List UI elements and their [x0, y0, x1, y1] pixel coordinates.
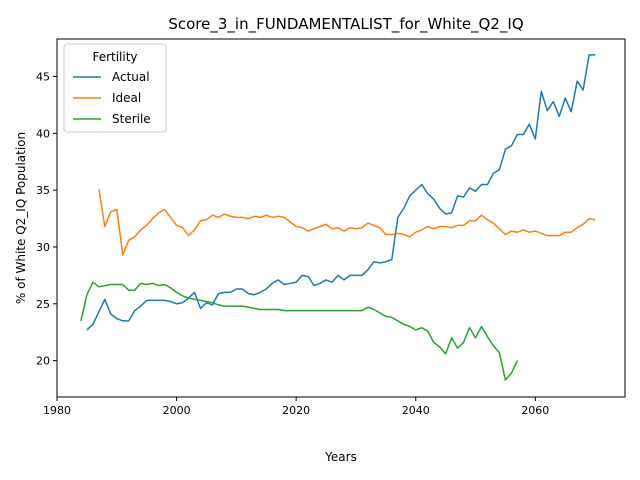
x-tick-label: 1980: [43, 404, 71, 417]
y-tick-label: 20: [36, 355, 50, 368]
legend-label-actual: Actual: [112, 70, 150, 84]
chart-title: Score_3_in_FUNDAMENTALIST_for_White_Q2_I…: [168, 15, 523, 34]
y-tick-label: 45: [36, 71, 50, 84]
series-line-ideal: [98, 188, 596, 256]
x-tick-label: 2020: [282, 404, 310, 417]
legend-label-sterile: Sterile: [112, 112, 151, 126]
legend-title: Fertility: [92, 50, 137, 64]
legend-box: [63, 43, 167, 133]
plot-frame: [56, 38, 626, 398]
y-tick-label: 35: [36, 184, 50, 197]
x-tick-label: 2000: [163, 404, 191, 417]
y-tick-label: 30: [36, 241, 50, 254]
series-line-sterile: [80, 281, 519, 381]
legend-label-ideal: Ideal: [112, 91, 141, 105]
y-tick-label: 40: [36, 127, 50, 140]
y-axis-label: % of White Q2_IQ Population: [14, 132, 28, 304]
legend: Fertility Actual Ideal Sterile: [63, 43, 167, 133]
y-axis: 20 25 30 35 40 45: [36, 71, 57, 368]
x-axis-label: Years: [324, 450, 357, 464]
x-tick-label: 2040: [402, 404, 430, 417]
x-tick-label: 2060: [521, 404, 549, 417]
series-line-actual: [86, 54, 596, 331]
x-axis: 1980 2000 2020 2040 2060: [43, 397, 549, 417]
y-tick-label: 25: [36, 298, 50, 311]
plot-series: [80, 54, 596, 381]
